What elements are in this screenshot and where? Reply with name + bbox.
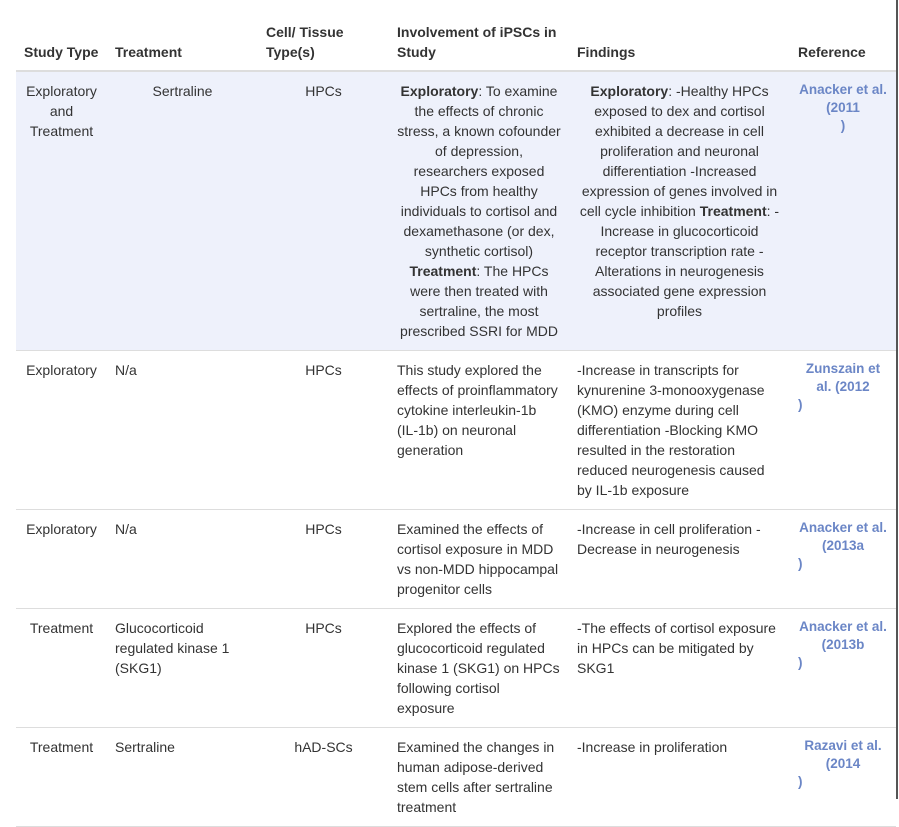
- treatment-cell: Sertraline: [107, 71, 258, 351]
- cell-type-cell: HPCs: [258, 509, 389, 609]
- label-exploratory: Exploratory: [590, 83, 669, 99]
- reference-paren: ): [798, 397, 803, 412]
- label-exploratory: Exploratory: [400, 83, 479, 99]
- cell-type-cell: HPCs: [258, 608, 389, 728]
- header-reference: Reference: [790, 20, 896, 72]
- header-cell-type: Cell/ Tissue Type(s): [258, 20, 389, 72]
- involvement-cell: Examined the effects of cortisol exposur…: [389, 509, 569, 609]
- study-type-cell: Treatment: [16, 727, 107, 827]
- findings-cell: -Increase in transcripts for kynurenine …: [569, 350, 790, 510]
- involvement-cell: Examined the changes in human adipose-de…: [389, 727, 569, 827]
- findings-cell: Exploratory: -Healthy HPCs exposed to de…: [569, 71, 790, 351]
- reference-cell: Razavi et al. (2014): [790, 727, 896, 827]
- label-treatment: Treatment: [409, 263, 477, 279]
- header-row: Study Type Treatment Cell/ Tissue Type(s…: [16, 20, 896, 72]
- findings-cell: -Increase in proliferation: [569, 727, 790, 827]
- header-treatment: Treatment: [107, 20, 258, 72]
- reference-cell: Anacker et al. (2013a): [790, 509, 896, 609]
- cell-type-cell: HPCs: [258, 350, 389, 510]
- involvement-text: : The HPCs were then treated with sertra…: [400, 263, 558, 339]
- label-treatment: Treatment: [699, 203, 767, 219]
- studies-table-container: Study Type Treatment Cell/ Tissue Type(s…: [16, 0, 898, 827]
- involvement-cell: Exploratory: To examine the effects of c…: [389, 71, 569, 351]
- findings-text: : -Increase in glucocorticoid receptor t…: [592, 203, 780, 319]
- reference-link[interactable]: Anacker et al. (2013a: [799, 520, 887, 553]
- table-row: Exploratory N/a HPCs Examined the effect…: [16, 509, 896, 609]
- involvement-cell: This study explored the effects of proin…: [389, 350, 569, 510]
- findings-cell: -The effects of cortisol exposure in HPC…: [569, 608, 790, 728]
- study-type-cell: Exploratory and Treatment: [16, 71, 107, 351]
- header-findings: Findings: [569, 20, 790, 72]
- header-study-type: Study Type: [16, 20, 107, 72]
- header-involvement: Involvement of iPSCs in Study: [389, 20, 569, 72]
- findings-cell: -Increase in cell proliferation -Decreas…: [569, 509, 790, 609]
- table-row: Exploratory and Treatment Sertraline HPC…: [16, 71, 896, 351]
- table-row: Treatment Glucocorticoid regulated kinas…: [16, 608, 896, 728]
- treatment-cell: Sertraline: [107, 727, 258, 827]
- reference-link[interactable]: Anacker et al. (2013b: [799, 619, 887, 652]
- involvement-text: : To examine the effects of chronic stre…: [397, 83, 561, 259]
- study-type-cell: Treatment: [16, 608, 107, 728]
- study-type-cell: Exploratory: [16, 350, 107, 510]
- reference-cell: Zunszain et al. (2012): [790, 350, 896, 510]
- reference-link[interactable]: Anacker et al. (2011: [799, 82, 887, 115]
- table-row: Exploratory N/a HPCs This study explored…: [16, 350, 896, 510]
- studies-table: Study Type Treatment Cell/ Tissue Type(s…: [16, 20, 896, 827]
- cell-type-cell: HPCs: [258, 71, 389, 351]
- study-type-cell: Exploratory: [16, 509, 107, 609]
- reference-cell: Anacker et al. (2013b): [790, 608, 896, 728]
- reference-link[interactable]: Razavi et al. (2014: [804, 738, 882, 771]
- reference-paren: ): [840, 118, 846, 133]
- reference-paren: ): [798, 655, 803, 670]
- table-row: Treatment Sertraline hAD-SCs Examined th…: [16, 727, 896, 827]
- reference-link[interactable]: Zunszain et al. (2012: [805, 361, 881, 394]
- involvement-cell: Explored the effects of glucocorticoid r…: [389, 608, 569, 728]
- findings-text: : -Healthy HPCs exposed to dex and corti…: [579, 83, 778, 219]
- reference-paren: ): [798, 774, 803, 789]
- treatment-cell: N/a: [107, 350, 258, 510]
- treatment-cell: Glucocorticoid regulated kinase 1 (SKG1): [107, 608, 258, 728]
- cell-type-cell: hAD-SCs: [258, 727, 389, 827]
- reference-paren: ): [798, 556, 803, 571]
- treatment-cell: N/a: [107, 509, 258, 609]
- reference-cell: Anacker et al. (2011): [790, 71, 896, 351]
